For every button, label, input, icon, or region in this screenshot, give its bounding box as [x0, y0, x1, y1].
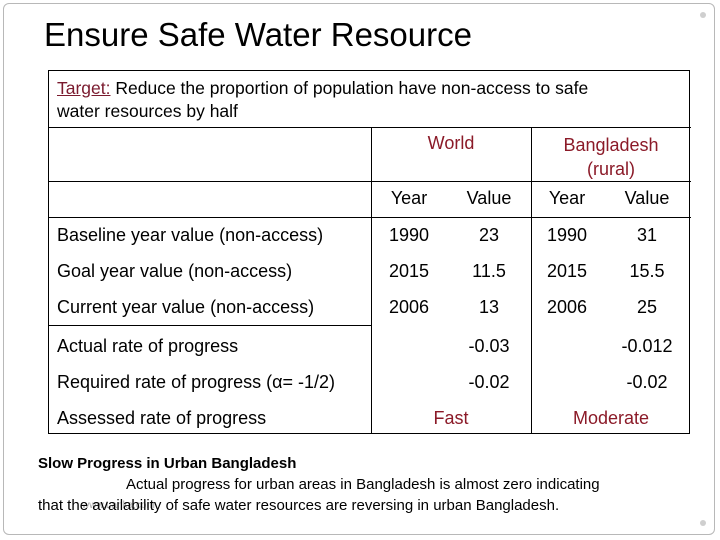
- urban-note-heading: Slow Progress in Urban Bangladesh: [38, 455, 297, 472]
- current-bangladesh-value: 25: [636, 297, 658, 317]
- row-label-required-rate: Required rate of progress (α= -1/2): [57, 372, 336, 392]
- group-header-bangladesh-line1: Bangladesh: [563, 135, 659, 155]
- actual-rate-world: -0.03: [468, 336, 510, 356]
- target-text-line2: water resources by half: [57, 101, 238, 121]
- current-world-value: 13: [478, 297, 500, 317]
- actual-rate-bangladesh: -0.012: [621, 336, 673, 356]
- target-text-line1: Reduce the proportion of population have…: [110, 78, 589, 98]
- table-rule-rate-top: [49, 325, 371, 326]
- table-rule-data-top: [49, 217, 691, 218]
- subheader-bangladesh-value: Value: [624, 188, 670, 208]
- baseline-world-year: 1990: [388, 225, 430, 245]
- urban-note-line1: Actual progress for urban areas in Bangl…: [126, 476, 600, 493]
- group-header-world: World: [427, 133, 475, 153]
- data-table: Target: Reduce the proportion of populat…: [48, 70, 691, 434]
- row-label-baseline: Baseline year value (non-access): [57, 225, 324, 245]
- subheader-bangladesh-year: Year: [548, 188, 586, 208]
- slide-frame: [3, 3, 715, 535]
- goal-world-value: 11.5: [472, 261, 506, 281]
- subheader-world-value: Value: [466, 188, 512, 208]
- assessed-rate-bangladesh: Moderate: [572, 408, 650, 428]
- watermark: www.Lanka.com: [82, 500, 155, 511]
- urban-note-line2: that the availability of safe water reso…: [38, 497, 560, 514]
- row-label-actual-rate: Actual rate of progress: [57, 336, 239, 356]
- urban-note: Slow Progress in Urban Bangladesh Actual…: [38, 453, 600, 516]
- table-col-divider-label: [371, 127, 372, 433]
- subheader-world-year: Year: [390, 188, 428, 208]
- baseline-bangladesh-value: 31: [636, 225, 658, 245]
- baseline-bangladesh-year: 1990: [546, 225, 588, 245]
- baseline-world-value: 23: [478, 225, 500, 245]
- corner-dot-top-right: [700, 12, 706, 18]
- goal-world-year: 2015: [388, 261, 430, 281]
- row-label-assessed-rate: Assessed rate of progress: [57, 408, 267, 428]
- current-bangladesh-year: 2006: [546, 297, 588, 317]
- required-rate-bangladesh: -0.02: [626, 372, 668, 392]
- goal-bangladesh-value: 15.5: [629, 261, 665, 281]
- corner-dot-bottom-right: [700, 520, 706, 526]
- group-header-bangladesh-line2: (rural): [587, 159, 635, 179]
- row-label-goal: Goal year value (non-access): [57, 261, 293, 281]
- row-label-current: Current year value (non-access): [57, 297, 315, 317]
- goal-bangladesh-year: 2015: [546, 261, 588, 281]
- assessed-rate-world: Fast: [433, 408, 469, 428]
- target-label: Target:: [57, 78, 111, 98]
- table-rule-subheader-top: [49, 181, 691, 182]
- table-rule-header-top: [49, 127, 691, 128]
- table-col-divider-world: [531, 127, 532, 433]
- target-statement: Target: Reduce the proportion of populat…: [57, 77, 588, 123]
- group-header-bangladesh: Bangladesh (rural): [531, 133, 691, 181]
- current-world-year: 2006: [388, 297, 430, 317]
- slide-title: Ensure Safe Water Resource: [44, 16, 472, 53]
- required-rate-world: -0.02: [468, 372, 510, 392]
